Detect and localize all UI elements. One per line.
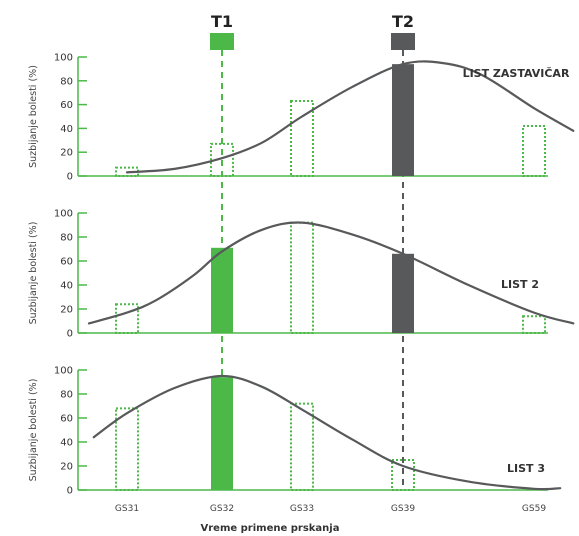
y-tick-label: 60 bbox=[60, 100, 73, 111]
panel-2: 0 20 40 60 80 100 Suzbijanje bolesti (%) LIST 2 bbox=[28, 209, 575, 340]
y-tick-label: 20 bbox=[60, 305, 73, 316]
panel-1: 0 20 40 60 80 100 Suzbijanje bolesti (%) LIST Z… bbox=[28, 53, 575, 183]
treatment-block-t2 bbox=[391, 33, 415, 50]
treatment-label-t1: T1 bbox=[211, 12, 233, 31]
bar-gs33 bbox=[290, 402, 314, 492]
panel-label: LIST 2 bbox=[501, 278, 539, 291]
bar-gs32 bbox=[211, 377, 233, 490]
y-tick-label: 40 bbox=[60, 281, 73, 292]
y-tick-label: 60 bbox=[60, 257, 73, 268]
bar-gs59 bbox=[522, 315, 546, 335]
y-tick-label: 100 bbox=[54, 366, 73, 377]
bar-gs39 bbox=[392, 253, 414, 333]
disease-curve bbox=[92, 374, 562, 491]
x-axis-title: Vreme primene prskanja bbox=[201, 523, 340, 534]
y-tick-label: 40 bbox=[60, 438, 73, 449]
y-tick-label: 0 bbox=[67, 486, 73, 497]
disease-curve bbox=[87, 221, 575, 325]
y-axis-label: Suzbijanje bolesti (%) bbox=[28, 65, 39, 168]
y-tick-label: 60 bbox=[60, 414, 73, 425]
x-category-label: GS32 bbox=[210, 504, 234, 514]
y-tick-label: 80 bbox=[60, 76, 73, 87]
x-category-label: GS39 bbox=[391, 504, 415, 514]
y-tick-label: 20 bbox=[60, 462, 73, 473]
y-tick-label: 40 bbox=[60, 124, 73, 135]
bar-gs32 bbox=[210, 142, 234, 177]
y-tick-label: 100 bbox=[54, 53, 73, 64]
treatment-block-t1 bbox=[210, 33, 234, 50]
y-tick-label: 0 bbox=[67, 329, 73, 340]
y-axis-label: Suzbijanje bolesti (%) bbox=[28, 222, 39, 325]
x-category-label: GS31 bbox=[115, 504, 139, 514]
x-category-label: GS33 bbox=[290, 504, 314, 514]
bar-gs33 bbox=[290, 221, 314, 335]
panel-label: LIST 3 bbox=[507, 462, 545, 475]
disease-curve bbox=[125, 60, 575, 174]
y-tick-label: 80 bbox=[60, 390, 73, 401]
y-axis-label: Suzbijanje bolesti (%) bbox=[28, 379, 39, 482]
bar-gs39 bbox=[392, 64, 414, 176]
bar-gs32 bbox=[211, 247, 233, 333]
y-tick-label: 80 bbox=[60, 233, 73, 244]
bar-gs31 bbox=[115, 166, 139, 177]
panel-3: 0 20 40 60 80 100 Suzbijanje bolesti (%) LIST 3 bbox=[28, 366, 562, 497]
y-tick-label: 100 bbox=[54, 209, 73, 220]
treatment-label-t2: T2 bbox=[392, 12, 414, 31]
bar-gs59 bbox=[522, 125, 546, 177]
x-axis-categories: GS31 GS32 GS33 GS39 GS59 bbox=[115, 504, 546, 514]
panels: 0 20 40 60 80 100 Suzbijanje bolesti (%) LIST Z… bbox=[28, 53, 575, 497]
y-tick-label: 20 bbox=[60, 148, 73, 159]
x-category-label: GS59 bbox=[522, 504, 546, 514]
bar-gs39 bbox=[391, 459, 415, 491]
bar-gs31 bbox=[115, 303, 139, 335]
bar-gs31 bbox=[115, 407, 139, 491]
bar-gs33 bbox=[290, 100, 314, 177]
y-tick-label: 0 bbox=[67, 172, 73, 183]
panel-label: LIST ZASTAVIČAR bbox=[463, 67, 570, 80]
